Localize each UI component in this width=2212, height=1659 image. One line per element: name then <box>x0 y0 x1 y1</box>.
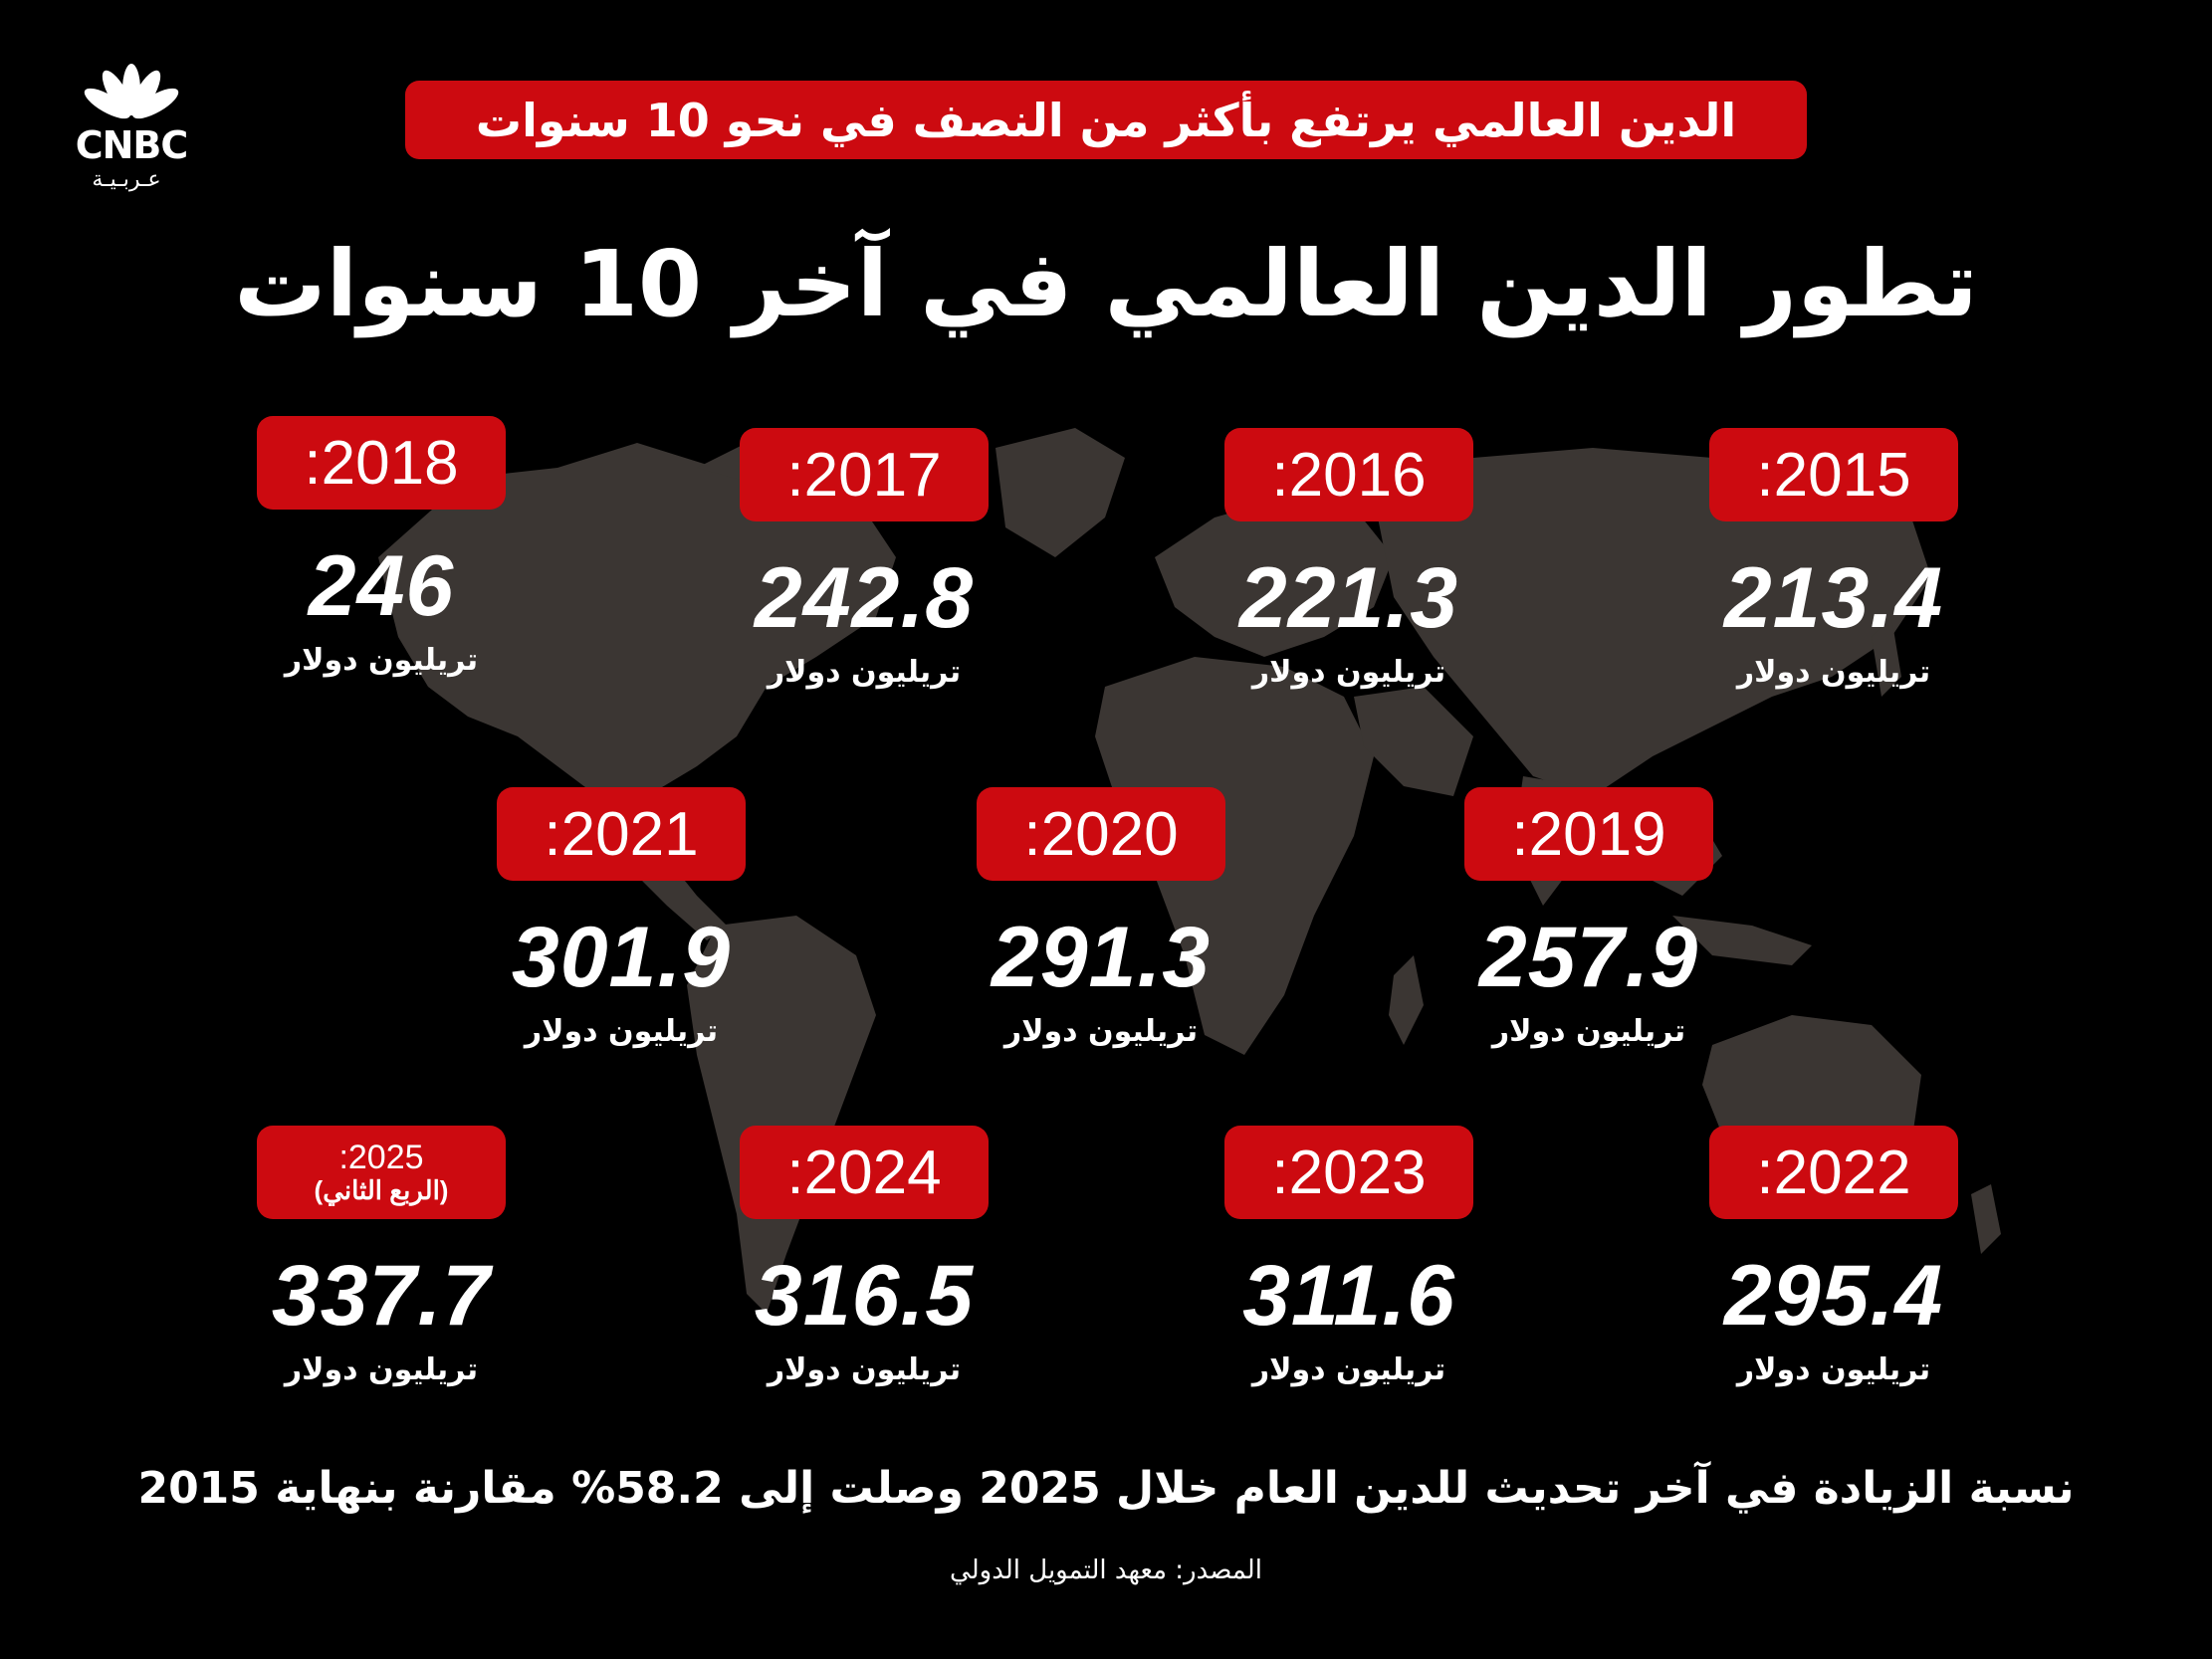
debt-value: 295.4 <box>1723 1248 1944 1344</box>
unit-label: تريليون دولار <box>1491 1014 1686 1049</box>
debt-value: 291.3 <box>991 910 1212 1005</box>
debt-value: 301.9 <box>511 910 732 1005</box>
tagline-banner: الدين العالمي يرتفع بأكثر من النصف في نح… <box>405 81 1807 159</box>
page-title: تطور الدين العالمي في آخر 10 سنوات <box>234 231 1978 337</box>
year-label: :2015 <box>1756 440 1911 510</box>
logo-wordmark: CNBC <box>75 123 189 167</box>
source-note: المصدر: معهد التمويل الدولي <box>950 1555 1262 1585</box>
year-card-2022: :2022 295.4 تريليون دولار <box>1704 1126 1963 1444</box>
cnbc-logo: CNBC عـربـيـة <box>62 62 201 196</box>
year-label: :2022 <box>1756 1138 1911 1207</box>
year-badge: :2023 <box>1224 1126 1473 1219</box>
year-label: :2017 <box>786 440 942 510</box>
year-card-2019: :2019 257.9 تريليون دولار <box>1459 787 1718 1106</box>
debt-value: 257.9 <box>1478 910 1699 1005</box>
unit-label: تريليون دولار <box>524 1014 719 1049</box>
year-label: :2024 <box>786 1138 942 1207</box>
debt-value: 242.8 <box>754 550 975 646</box>
year-card-2020: :2020 291.3 تريليون دولار <box>972 787 1230 1106</box>
unit-label: تريليون دولار <box>767 1352 962 1387</box>
year-badge: :2020 <box>977 787 1225 881</box>
year-label: :2020 <box>1023 799 1179 869</box>
year-card-2017: :2017 242.8 تريليون دولار <box>735 428 994 746</box>
year-label: :2025 <box>338 1139 424 1176</box>
year-badge: :2015 <box>1709 428 1958 521</box>
debt-value: 246 <box>308 538 455 634</box>
debt-value: 213.4 <box>1723 550 1944 646</box>
year-badge: :2019 <box>1464 787 1713 881</box>
year-card-2024: :2024 316.5 تريليون دولار <box>735 1126 994 1444</box>
year-card-2016: :2016 221.3 تريليون دولار <box>1219 428 1478 746</box>
logo-subtitle: عـربـيـة <box>92 167 161 192</box>
year-badge: :2021 <box>497 787 746 881</box>
year-badge: :2025 (الربع الثاني) <box>257 1126 506 1219</box>
year-card-2023: :2023 311.6 تريليون دولار <box>1219 1126 1478 1444</box>
increase-note: نسبة الزيادة في آخر تحديث للدين العام خل… <box>137 1463 2075 1514</box>
unit-label: تريليون دولار <box>1736 655 1931 690</box>
year-card-2025: :2025 (الربع الثاني) 337.7 تريليون دولار <box>252 1126 511 1444</box>
peacock-icon <box>84 64 179 119</box>
year-label: :2016 <box>1271 440 1427 510</box>
year-badge: :2017 <box>740 428 989 521</box>
debt-value: 221.3 <box>1238 550 1459 646</box>
unit-label: تريليون دولار <box>767 655 962 690</box>
debt-value: 337.7 <box>271 1248 492 1344</box>
debt-value: 316.5 <box>754 1248 975 1344</box>
unit-label: تريليون دولار <box>284 1352 479 1387</box>
year-label: :2019 <box>1511 799 1666 869</box>
unit-label: تريليون دولار <box>1251 1352 1446 1387</box>
unit-label: تريليون دولار <box>284 643 479 678</box>
unit-label: تريليون دولار <box>1736 1352 1931 1387</box>
year-label: :2023 <box>1271 1138 1427 1207</box>
debt-value: 311.6 <box>1242 1248 1455 1344</box>
year-card-2015: :2015 213.4 تريليون دولار <box>1704 428 1963 746</box>
year-card-2018: :2018 246 تريليون دولار <box>252 416 511 734</box>
year-badge: :2018 <box>257 416 506 510</box>
quarter-label: (الربع الثاني) <box>314 1175 449 1205</box>
unit-label: تريليون دولار <box>1003 1014 1199 1049</box>
year-label: :2018 <box>304 428 459 498</box>
year-label: :2021 <box>544 799 699 869</box>
year-badge: :2024 <box>740 1126 989 1219</box>
year-badge: :2022 <box>1709 1126 1958 1219</box>
unit-label: تريليون دولار <box>1251 655 1446 690</box>
year-card-2021: :2021 301.9 تريليون دولار <box>492 787 751 1106</box>
year-badge: :2016 <box>1224 428 1473 521</box>
